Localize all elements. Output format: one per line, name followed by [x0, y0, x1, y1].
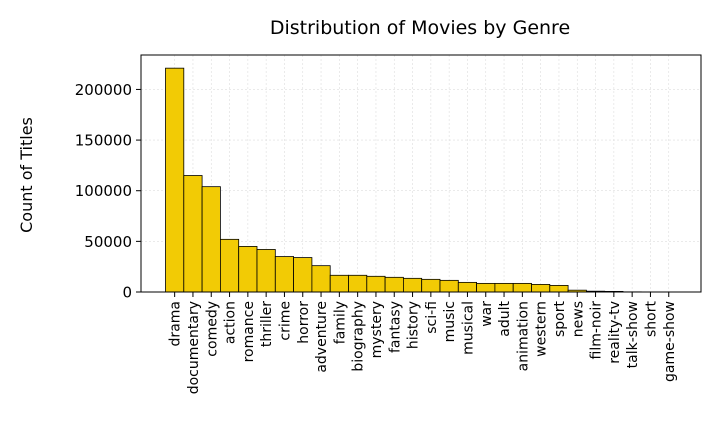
x-tick-label: romance [241, 301, 257, 362]
x-tick-label: family [332, 301, 348, 344]
x-tick-label: adventure [314, 301, 330, 373]
x-tick-label: mystery [369, 301, 385, 358]
bar-biography [348, 274, 368, 293]
x-tick-label: thriller [259, 301, 275, 347]
x-tick-label: crime [277, 301, 293, 341]
x-tick-label: talk-show [625, 301, 641, 368]
x-tick-label: music [442, 301, 458, 342]
x-tick-label: horror [296, 301, 312, 344]
bar-thriller [256, 249, 276, 293]
x-tick-label: film-noir [589, 301, 605, 360]
x-tick-label: western [534, 301, 550, 357]
bar-action [219, 238, 240, 293]
x-axis-ticks: drama documentary comedy action romance thril… [168, 292, 678, 394]
x-tick-label: sport [552, 300, 568, 337]
x-tick-label: comedy [204, 301, 220, 357]
bar-sci-fi [421, 278, 441, 293]
x-tick-label: biography [351, 301, 367, 372]
plot-frame [140, 54, 702, 293]
bar-drama [165, 67, 185, 293]
y-tick-label: 100000 [75, 182, 132, 200]
bar-family [329, 274, 349, 293]
x-tick-label: adult [497, 300, 513, 336]
chart-title: Distribution of Movies by Genre [270, 17, 570, 39]
bars [165, 67, 679, 293]
bar-musical [457, 281, 477, 293]
bar-romance [238, 246, 258, 293]
y-tick-label: 50000 [84, 233, 132, 251]
bar-comedy [201, 186, 221, 293]
bar-crime [274, 256, 294, 293]
x-tick-label: animation [515, 301, 531, 371]
x-tick-label: war [479, 301, 495, 327]
bar-history [402, 277, 423, 293]
x-tick-label: history [406, 301, 422, 349]
bar-animation [512, 282, 532, 293]
bar-adult [494, 282, 514, 293]
bar-fantasy [384, 276, 404, 293]
x-tick-label: reality-tv [607, 301, 623, 364]
x-tick-label: short [643, 300, 659, 336]
x-tick-label: drama [168, 301, 184, 346]
x-tick-label: action [223, 301, 239, 344]
y-tick-label: 200000 [75, 81, 132, 99]
x-tick-label: game-show [662, 301, 678, 382]
y-axis-ticks: 0 50000 100000 150000 200000 [75, 81, 141, 302]
bar-adventure [311, 265, 331, 293]
y-tick-label: 0 [122, 284, 132, 302]
x-tick-label: documentary [186, 301, 202, 394]
x-tick-label: fantasy [387, 301, 403, 353]
x-tick-label: sci-fi [424, 301, 440, 334]
bar-mystery [366, 275, 386, 293]
x-tick-label: news [570, 301, 586, 337]
bar-western [531, 284, 551, 293]
bar-documentary [183, 175, 203, 293]
bar-sport [549, 285, 569, 293]
bar-war [476, 282, 496, 293]
y-tick-label: 150000 [75, 132, 132, 150]
bar-music [439, 279, 459, 293]
y-axis-label: Count of Titles [17, 117, 36, 233]
x-tick-label: musical [460, 301, 476, 355]
bar-horror [293, 257, 313, 293]
